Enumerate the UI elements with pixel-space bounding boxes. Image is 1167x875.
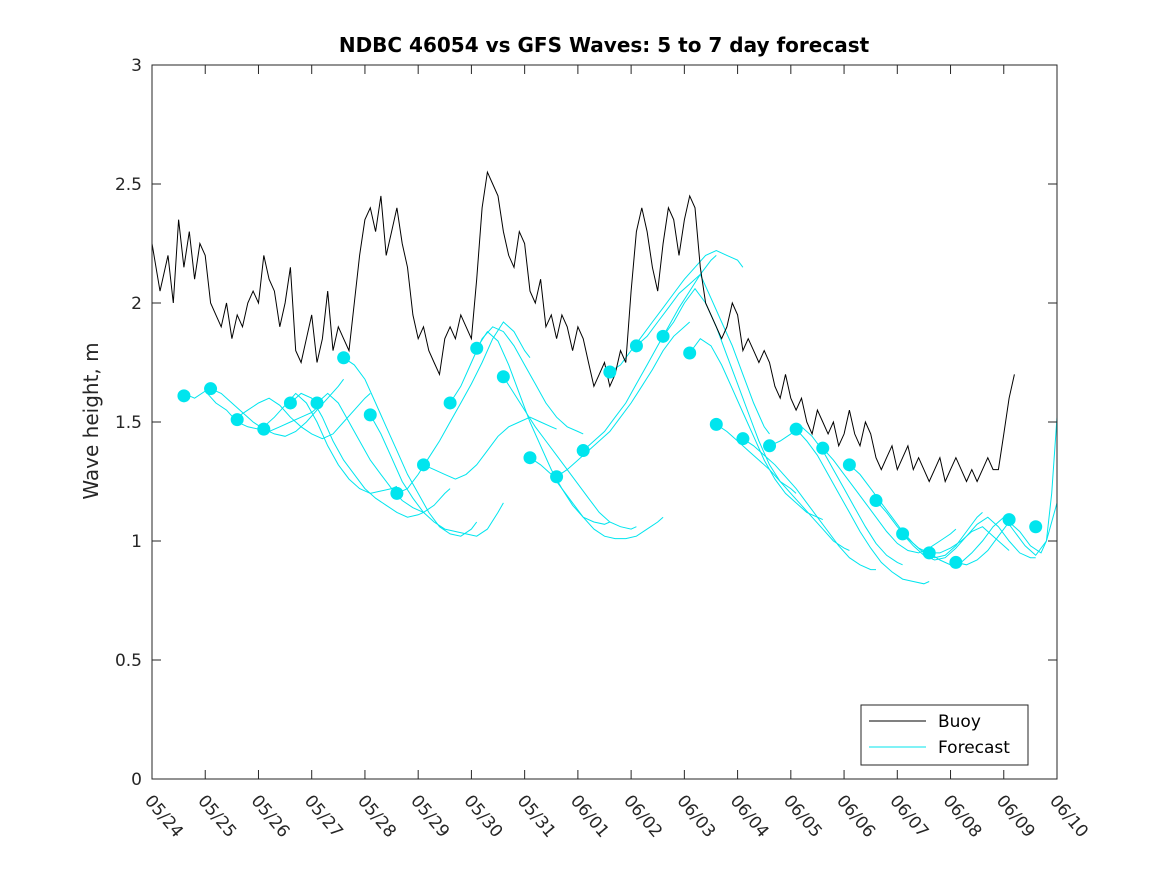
forecast-marker [337,351,351,365]
x-tick-label: 06/04 [726,791,773,841]
forecast-marker [922,546,936,560]
forecast-line [636,273,770,435]
x-tick-label: 06/09 [992,791,1039,841]
forecast-line [822,447,957,554]
forecast-line [316,392,451,513]
x-tick-label: 06/06 [832,791,879,841]
forecast-marker [204,382,218,396]
forecast-marker [629,339,643,353]
x-tick-label: 06/10 [1045,791,1092,841]
forecast-marker [310,396,324,410]
forecast-marker [257,422,271,436]
y-tick-label: 3 [131,56,142,76]
y-axis: 0 0.5 1 1.5 2 2.5 3 [115,56,1057,790]
y-tick-label: 2 [131,294,142,314]
y-tick-label: 0 [131,770,142,790]
forecast-marker [496,370,510,384]
forecast-marker [363,408,377,422]
buoy-line [151,170,1015,484]
x-tick-label: 06/08 [939,791,986,841]
forecast-line [343,357,478,537]
legend: Buoy Forecast [860,704,1029,766]
forecast-marker [869,494,883,508]
forecast-marker [949,555,963,569]
x-tick-label: 06/03 [673,791,720,841]
x-tick-label: 05/28 [353,791,400,841]
x-tick-label: 05/26 [247,791,294,841]
x-tick-label: 06/02 [619,791,666,841]
forecast-line [369,414,504,537]
legend-forecast-label: Forecast [938,738,1010,758]
forecast-line [662,287,797,494]
y-tick-label: 0.5 [115,651,142,671]
x-tick-label: 05/29 [406,791,453,841]
y-tick-label: 1 [131,532,142,552]
x-tick-label: 05/31 [513,791,560,841]
legend-box [860,704,1029,766]
forecast-line [502,376,637,530]
forecast-line [423,416,557,480]
y-tick-label: 1.5 [115,413,142,433]
y-tick-label: 2.5 [115,175,142,195]
forecast-marker [736,432,750,446]
forecast-marker [763,439,777,453]
forecast-markers [177,329,1043,569]
x-tick-label: 06/07 [885,791,932,841]
forecast-marker [550,470,564,484]
forecast-marker [709,417,723,431]
forecast-marker [417,458,430,472]
plot-area [151,64,1058,780]
forecast-marker [816,441,830,455]
forecast-line [476,330,610,525]
forecast-marker [683,346,697,360]
x-tick-label: 05/25 [193,791,240,841]
forecast-line [556,321,691,478]
chart-title: NDBC 46054 vs GFS Waves: 5 to 7 day fore… [339,33,870,57]
buoy-series [151,170,1015,484]
forecast-marker [523,451,537,465]
forecast-marker [177,389,191,403]
forecast-line [742,438,876,571]
x-tick-label: 05/30 [460,791,507,841]
forecast-line [955,417,1058,566]
forecast-marker [842,458,856,472]
forecast-line [236,393,371,440]
y-axis-label: Wave height, m [79,342,103,499]
plot-background [152,65,1057,779]
x-tick-label: 05/24 [140,791,187,841]
forecast-marker [576,444,590,458]
x-tick-label: 05/27 [300,791,347,841]
forecast-line [689,338,824,521]
forecast-marker [1002,513,1016,527]
forecast-series [183,250,1058,585]
forecast-marker [1029,520,1043,534]
forecast-marker [230,413,244,427]
forecast-line [795,428,930,585]
forecast-marker [283,396,297,410]
forecast-marker [603,365,617,379]
forecast-marker [390,486,404,500]
forecast-line [449,326,584,435]
forecast-line [396,321,531,494]
forecast-marker [789,422,803,436]
legend-buoy-label: Buoy [938,712,981,732]
forecast-marker [470,341,484,355]
x-tick-label: 06/05 [779,791,826,841]
forecast-line [582,255,717,451]
forecast-marker [443,396,457,410]
forecast-marker [656,329,670,343]
x-tick-label: 06/01 [566,791,613,841]
forecast-line [210,378,345,437]
forecast-marker [896,527,910,541]
